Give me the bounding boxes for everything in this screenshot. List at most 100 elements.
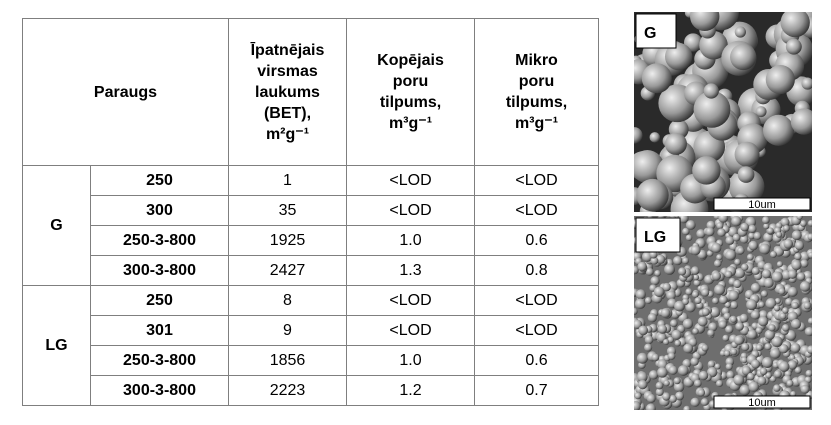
particle xyxy=(683,33,703,52)
particle xyxy=(770,348,781,359)
particle xyxy=(801,77,812,90)
particle xyxy=(759,367,768,376)
particle xyxy=(703,83,719,99)
value-cell: 1.0 xyxy=(346,225,475,256)
particle xyxy=(705,227,715,237)
particle xyxy=(741,356,748,364)
particle xyxy=(644,296,652,304)
sample-cell: 301 xyxy=(90,315,229,346)
particle xyxy=(645,403,656,410)
value-cell: <LOD xyxy=(346,285,475,316)
value-cell: 1.0 xyxy=(346,345,475,376)
value-cell: 1 xyxy=(228,165,347,196)
particle xyxy=(667,336,674,343)
particle xyxy=(740,222,749,232)
particle xyxy=(719,295,728,305)
particle xyxy=(701,288,710,297)
header-cell: Paraugs xyxy=(22,18,229,166)
particle xyxy=(778,361,790,372)
particle xyxy=(634,127,643,144)
header-line: Mikro xyxy=(515,52,558,69)
particle xyxy=(791,230,802,241)
particle xyxy=(692,327,699,335)
particle xyxy=(645,267,654,276)
header-line: laukums xyxy=(255,83,320,101)
particle xyxy=(765,65,795,95)
scale-box xyxy=(713,197,811,211)
particle xyxy=(783,225,790,232)
particle xyxy=(751,267,760,275)
particle xyxy=(794,252,802,261)
particle xyxy=(650,256,659,265)
particle xyxy=(692,274,700,281)
particle xyxy=(690,12,720,32)
particle xyxy=(746,253,754,261)
particle xyxy=(683,405,691,410)
value-cell: 35 xyxy=(228,195,347,226)
particle xyxy=(776,261,783,268)
particle xyxy=(790,318,802,330)
value-cell: <LOD xyxy=(346,195,475,226)
value-cell: 0.7 xyxy=(474,375,599,406)
particle xyxy=(773,370,782,379)
particle xyxy=(748,240,759,251)
particle xyxy=(791,301,799,310)
sem-image: G 10um xyxy=(634,12,812,212)
particle xyxy=(693,279,701,287)
particle xyxy=(674,339,681,347)
particle xyxy=(779,344,789,354)
particle xyxy=(758,301,765,308)
particle xyxy=(715,379,724,388)
particle xyxy=(729,315,737,323)
sample-cell: 300-3-800 xyxy=(90,375,229,406)
particle xyxy=(706,250,714,257)
particle xyxy=(758,316,769,327)
particle xyxy=(763,223,770,230)
value-cell: <LOD xyxy=(474,165,599,196)
particle xyxy=(732,233,741,242)
particle xyxy=(664,263,675,275)
particle xyxy=(726,370,735,379)
particle xyxy=(774,297,781,304)
particle xyxy=(663,380,670,387)
particle xyxy=(791,259,802,271)
particle xyxy=(780,12,810,38)
particle xyxy=(655,387,664,397)
particle xyxy=(747,329,758,340)
particle xyxy=(650,276,660,286)
value-cell: <LOD xyxy=(474,195,599,226)
particle xyxy=(794,366,802,374)
particle xyxy=(805,369,812,377)
particle xyxy=(654,269,661,277)
particle xyxy=(768,324,776,332)
value-cell: 1.3 xyxy=(346,255,475,286)
table-row: 300-3-800 2427 1.3 0.8 xyxy=(23,255,599,286)
particle xyxy=(796,272,806,281)
particle xyxy=(763,277,774,288)
particle xyxy=(657,359,668,370)
header-cell: Īpatnējais virsmas laukums (BET), m²g⁻¹ xyxy=(228,18,347,166)
particle xyxy=(734,267,746,279)
particle xyxy=(660,308,671,318)
value-cell: 2223 xyxy=(228,375,347,406)
particle xyxy=(753,231,762,240)
particle xyxy=(694,297,702,305)
header-line: tilpums, xyxy=(505,94,568,111)
particle xyxy=(690,357,699,366)
particle xyxy=(714,363,721,370)
particle xyxy=(804,327,812,337)
sample-cell: 250-3-800 xyxy=(90,345,229,376)
table-row: 301 9 <LOD <LOD xyxy=(23,315,599,346)
particle xyxy=(764,329,775,340)
particle xyxy=(724,350,731,357)
particle xyxy=(648,370,659,380)
sample-cell: 300-3-800 xyxy=(90,255,229,286)
particle xyxy=(748,224,757,234)
particle xyxy=(724,270,733,279)
particle xyxy=(740,235,749,244)
particle xyxy=(635,289,646,300)
particle xyxy=(760,290,768,298)
particle xyxy=(716,222,724,230)
particle xyxy=(663,338,670,345)
particle xyxy=(750,282,761,293)
